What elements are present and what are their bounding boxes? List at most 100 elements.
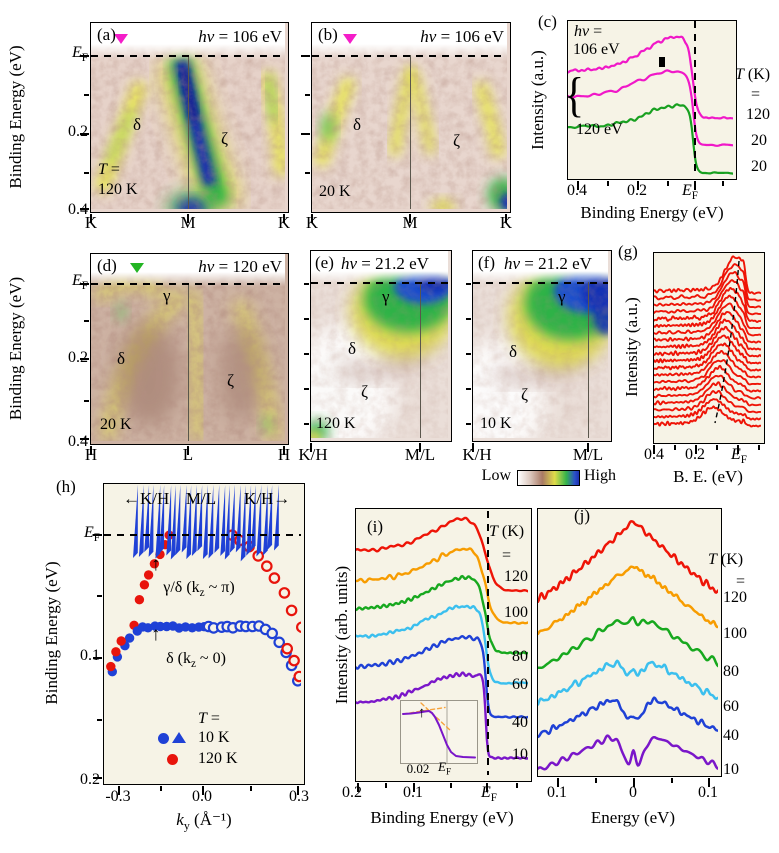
hv-prefix: hν	[341, 254, 358, 273]
axis-tick	[80, 438, 89, 440]
temp-j-60: 60	[723, 698, 739, 715]
panel-i: (i) T (K) = 120 100 80 60 40 10 ↑ 0.02 E…	[355, 508, 532, 792]
ef-tick-label-d: EF	[72, 272, 88, 293]
panel-b: (b) hν = 106 eV δ ζ 20 K	[301, 22, 511, 223]
hv-prefix: hν	[198, 257, 215, 276]
axis-tick	[486, 783, 488, 792]
band-delta-label: δ	[133, 115, 142, 134]
axis-tick	[304, 353, 309, 355]
hv-rest: = 106 eV	[436, 27, 504, 46]
temp-column-header-c: T (K)	[735, 66, 770, 84]
l-point-line	[188, 283, 190, 441]
spectrum-curve	[356, 671, 528, 761]
spectrum-curve	[654, 318, 761, 351]
photon-energy-label: hν = 106 eV	[198, 27, 282, 46]
spectrum-curve	[568, 69, 733, 147]
temp-10: 10	[512, 746, 528, 763]
axis-tick	[93, 657, 102, 659]
spectrum-curve	[356, 574, 528, 655]
fermi-level-dashline	[473, 282, 608, 284]
spectrum-curve	[654, 334, 761, 365]
inset-tick-label: 0.02	[406, 761, 430, 776]
colorbar-low-label: Low	[481, 467, 511, 484]
inset-ef-label: EF	[438, 759, 451, 777]
axis-tick	[722, 181, 724, 186]
photon-energy-label: hν = 120 eV	[198, 257, 282, 276]
data-point-circle	[266, 627, 278, 640]
panel-g	[653, 252, 765, 454]
xtick-d-l: L	[182, 445, 194, 464]
spectrum-curve	[568, 103, 733, 175]
y-axis-label-h: Binding Energy (eV)	[42, 561, 61, 705]
k-direction-left: ←K/H	[123, 489, 170, 508]
ml-point-line	[420, 282, 422, 438]
band-gamma-label: γ	[382, 287, 390, 306]
spectrum-curve	[654, 325, 761, 358]
panel-tag: (b)	[318, 25, 338, 44]
t-italic: T	[98, 161, 107, 178]
axis-tick	[419, 443, 421, 452]
k-direction-right: K/H→	[244, 489, 291, 508]
peak-marker-icon	[659, 57, 665, 67]
panel-f: (f) hν = 21.2 eV γ δ ζ 10 K	[466, 250, 612, 452]
spectrum-curve	[654, 279, 761, 316]
photon-energy-line1: hν =	[574, 23, 602, 41]
ef-base: E	[71, 272, 82, 289]
spectrum-curve	[654, 302, 761, 337]
t-italic: T	[735, 66, 744, 83]
axis-tick	[80, 283, 89, 285]
xtick-h-m03: -0.3	[105, 788, 131, 805]
axis-tick	[93, 777, 102, 779]
spectrum-curve	[654, 255, 761, 295]
upper-band-arrow-icon: ↑	[151, 554, 161, 575]
data-point-circle	[278, 587, 291, 599]
temp-c-120: 120	[746, 106, 770, 123]
data-point-triangle	[246, 484, 252, 556]
xtick-a-m: M	[180, 213, 196, 232]
band-delta-label: δ	[348, 339, 357, 358]
axis-tick	[297, 786, 299, 795]
fermi-level-dashline	[311, 282, 448, 284]
xtick-b-m: M	[402, 213, 418, 232]
hv-prefix: hν	[420, 27, 437, 46]
photon-energy-line2: 106 eV	[573, 41, 620, 58]
axis-tick	[305, 172, 310, 174]
panel-d: (d) hν = 120 eV γ δ ζ 20 K	[80, 253, 289, 455]
xtick-i-02: 0.2	[342, 784, 362, 801]
axis-tick	[187, 446, 189, 455]
panel-tag: (d)	[97, 256, 117, 275]
fermi-level-dashline	[487, 511, 489, 775]
temperature-value: 120 K	[316, 415, 356, 432]
panel-c-plot	[568, 35, 733, 175]
cut-marker-icon	[343, 34, 357, 44]
axis-tick	[310, 443, 312, 452]
axis-tick	[472, 443, 474, 452]
hv-rest: = 21.2 eV	[357, 254, 429, 273]
axis-tick	[97, 595, 102, 597]
panel-tag-c: (c)	[538, 12, 557, 31]
axis-tick	[357, 783, 359, 792]
spectrum-curve	[568, 35, 733, 120]
axis-tick	[90, 446, 92, 455]
data-point-triangle	[170, 484, 176, 560]
ytick-02: 0.2	[68, 123, 88, 140]
ef-sub: F	[691, 190, 699, 203]
spectrum-curve	[654, 287, 761, 323]
spectrum-curve	[654, 389, 761, 414]
ef-base: E	[438, 759, 446, 774]
axis-tick	[90, 214, 92, 223]
data-point-circle	[134, 595, 145, 605]
axis-tick	[80, 208, 89, 210]
xtick-c-02: 0.2	[627, 182, 647, 199]
x-axis-label-c: Binding Energy (eV)	[580, 203, 724, 222]
band2-suffix: ~ 0)	[195, 650, 226, 667]
ky-unit: (Å⁻¹)	[189, 810, 232, 829]
data-point-triangle	[208, 484, 214, 559]
cut-marker-icon	[114, 34, 128, 44]
hv-prefix: hν	[504, 254, 521, 273]
lower-band-arrow-icon: ↑	[151, 624, 161, 645]
hv-prefix: hν	[198, 27, 215, 46]
legend-title: T =	[198, 710, 220, 728]
axis-tick	[505, 214, 507, 223]
